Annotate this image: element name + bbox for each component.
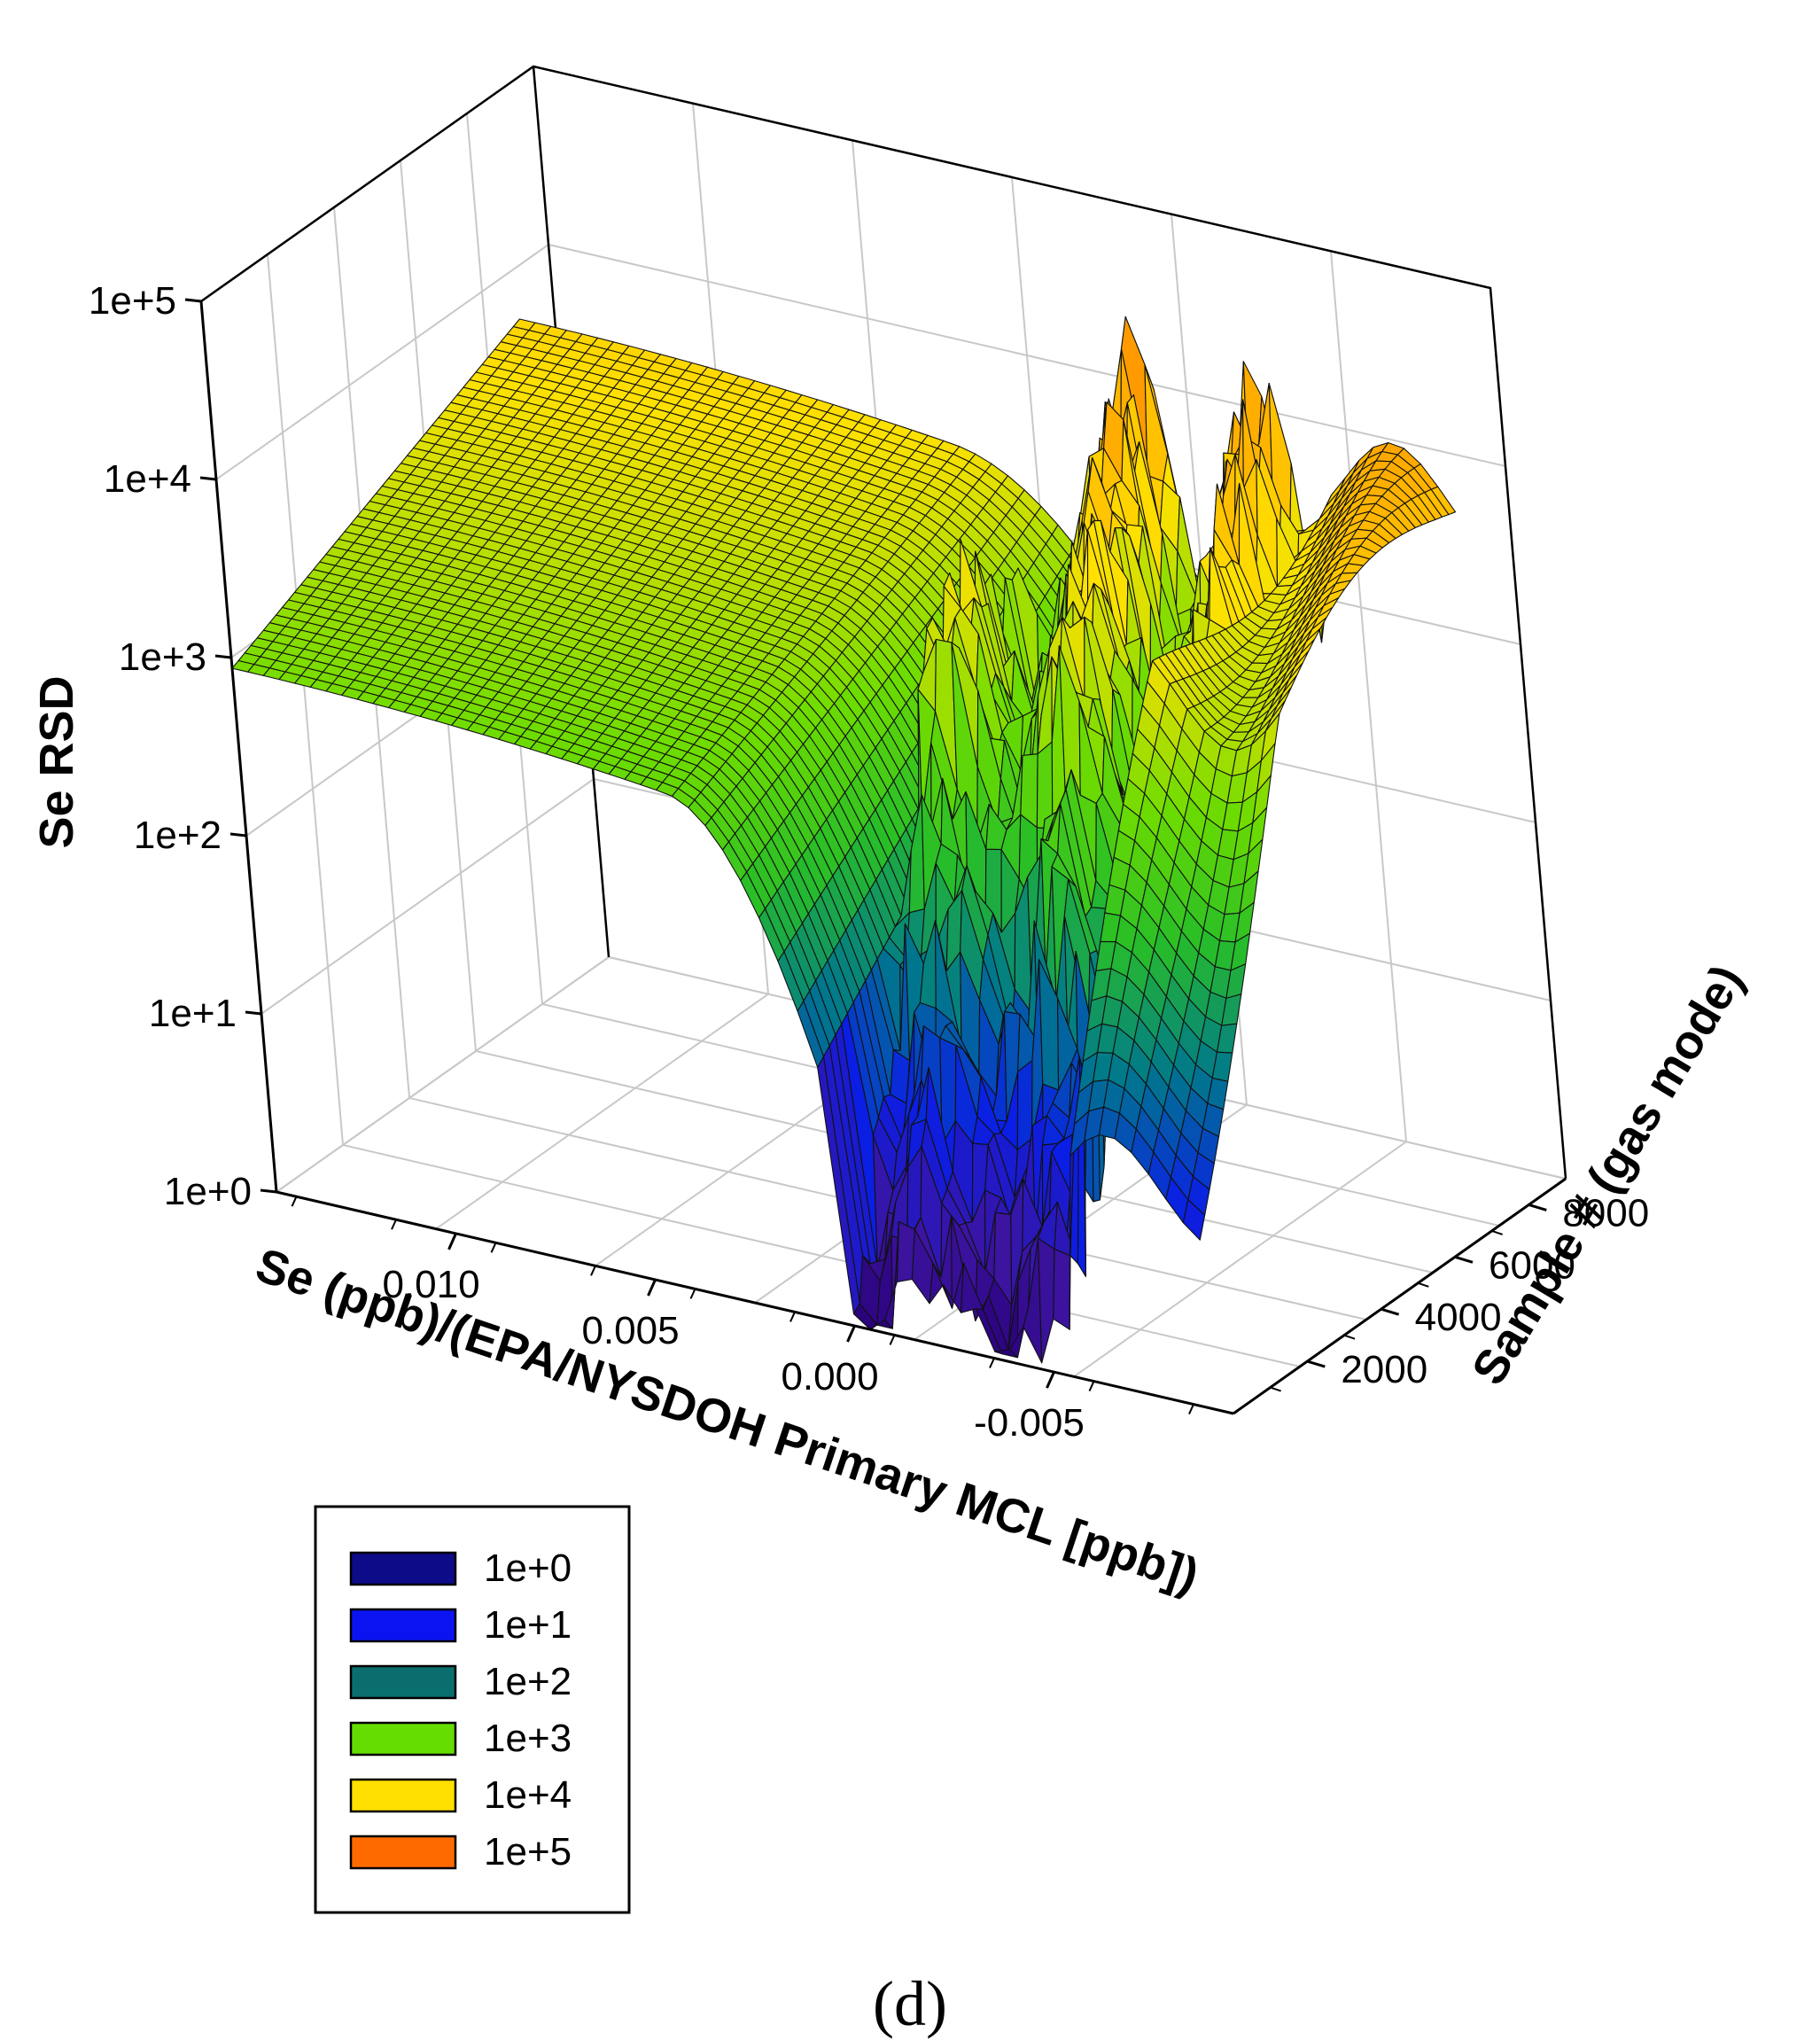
legend-label: 1e+1: [484, 1603, 572, 1647]
legend-swatch: [349, 1608, 457, 1643]
z-axis-line: [199, 300, 278, 1193]
z-tick-label: 1e+1: [149, 992, 237, 1035]
y-tick: [1306, 1359, 1326, 1368]
x-minor-tick: [291, 1196, 298, 1207]
x-minor-tick: [789, 1312, 796, 1322]
z-tick-label: 1e+4: [104, 457, 191, 501]
legend-swatch: [349, 1721, 457, 1757]
frame-top: [200, 65, 1567, 1180]
axes: 1e+0 1e+1 1e+2 1e+3 1e+4 1e+5 0.010 0.005 0.000 -…: [89, 279, 1649, 1445]
z-tick: [260, 1188, 277, 1194]
y-tick: [1454, 1255, 1474, 1264]
legend-swatch: [349, 1778, 457, 1813]
z-tick-label: 1e+2: [134, 814, 222, 857]
y-tick-label: 6000: [1489, 1243, 1575, 1287]
z-tick: [245, 1010, 262, 1016]
y-tick: [1528, 1204, 1547, 1211]
y-tick-label: 2000: [1341, 1348, 1427, 1391]
x-axis-line: [276, 1190, 1234, 1415]
x-tick: [447, 1233, 457, 1250]
z-tick-label: 1e+0: [164, 1170, 252, 1213]
y-minor-tick: [1491, 1229, 1503, 1235]
z-tick: [199, 476, 217, 481]
legend-swatch: [349, 1551, 457, 1586]
legend-label: 1e+4: [484, 1773, 572, 1817]
y-minor-tick: [1418, 1281, 1429, 1288]
x-minor-tick: [1188, 1404, 1194, 1414]
surface-plot: [231, 315, 1457, 1364]
x-minor-tick: [689, 1288, 696, 1299]
x-minor-tick: [889, 1335, 896, 1345]
legend-swatch: [349, 1664, 457, 1700]
y-axis-title: Sample # (gas mode): [1462, 956, 1754, 1394]
legend-label: 1e+2: [484, 1660, 572, 1703]
surface-cell: [1016, 1059, 1033, 1150]
y-tick-label: 4000: [1415, 1296, 1502, 1339]
y-minor-tick: [1343, 1334, 1356, 1340]
z-tick: [229, 832, 247, 837]
x-minor-tick: [590, 1265, 596, 1276]
legend-label: 1e+3: [484, 1717, 572, 1760]
legend-label: 1e+5: [484, 1830, 572, 1874]
x-tick: [647, 1279, 657, 1297]
surface-cell: [1182, 1199, 1206, 1241]
legend-label: 1e+0: [484, 1546, 572, 1590]
y-tick: [1381, 1307, 1400, 1316]
legend-swatch: [349, 1835, 457, 1870]
legend: 1e+0 1e+1 1e+2 1e+3 1e+4 1e+5: [314, 1505, 631, 1914]
z-tick-label: 1e+5: [89, 279, 176, 323]
panel-label: (d): [873, 1968, 947, 2039]
x-tick-label: 0.000: [781, 1355, 878, 1398]
z-tick-label: 1e+3: [119, 635, 206, 679]
y-minor-tick: [1270, 1386, 1281, 1392]
x-tick-label: 0.010: [382, 1263, 479, 1306]
x-minor-tick: [391, 1219, 397, 1230]
x-tick-label: -0.005: [974, 1401, 1085, 1445]
x-minor-tick: [989, 1358, 995, 1368]
x-minor-tick: [490, 1242, 497, 1253]
surface-cell: [1053, 1248, 1071, 1330]
grid-line-z: [200, 65, 1491, 302]
x-tick: [846, 1325, 856, 1343]
z-tick: [184, 298, 202, 303]
x-tick-label: 0.005: [581, 1309, 679, 1352]
z-tick: [214, 654, 232, 659]
y-axis-line: [1233, 1177, 1567, 1415]
z-axis-title: Se RSD: [30, 675, 83, 848]
surface-cell: [1144, 364, 1169, 482]
x-minor-tick: [1088, 1381, 1095, 1391]
x-tick: [1046, 1371, 1055, 1389]
y-tick-label: 8000: [1562, 1191, 1649, 1235]
